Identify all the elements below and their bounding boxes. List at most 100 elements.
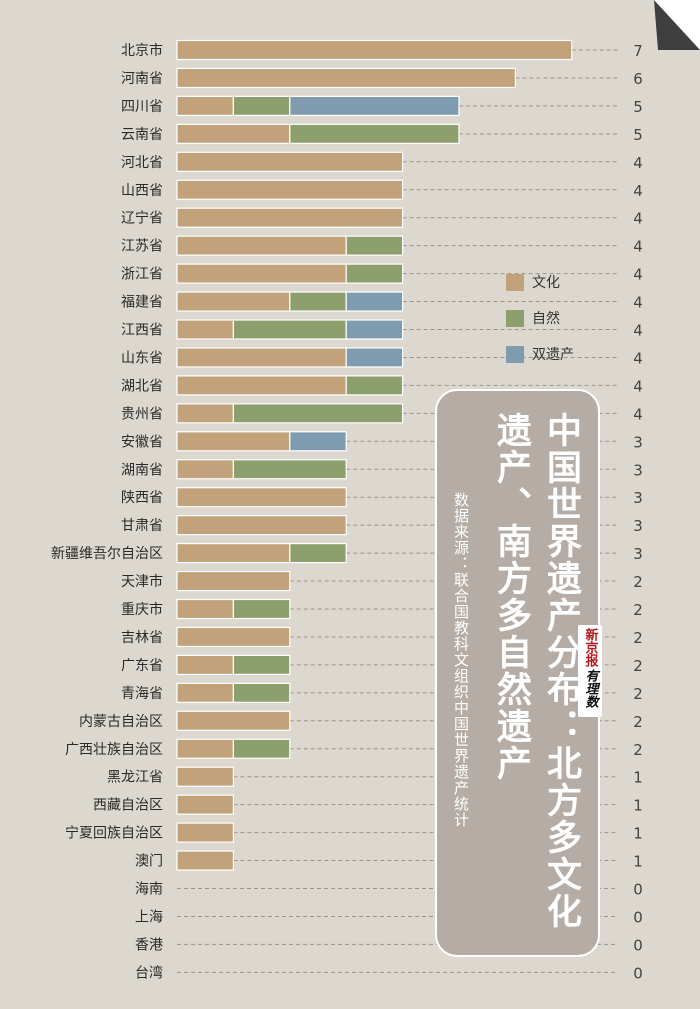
total-value-label: 3	[633, 517, 643, 535]
legend-item-mixed: 双遗产	[506, 336, 606, 372]
bar-segment	[176, 235, 347, 256]
bar-segment	[176, 95, 235, 117]
category-label: 内蒙古自治区	[79, 714, 163, 730]
bar-segment	[232, 95, 291, 117]
category-label: 安徽省	[121, 434, 163, 450]
total-value-label: 1	[633, 797, 643, 815]
category-label: 浙江省	[121, 267, 163, 283]
bar-segment	[232, 682, 291, 703]
bar-segment	[232, 598, 291, 620]
total-value-label: 1	[633, 769, 643, 787]
category-label: 天津市	[121, 573, 163, 590]
bar-segment	[176, 403, 235, 424]
bar-segment	[232, 459, 347, 480]
brand-column: 有理数	[582, 669, 598, 708]
total-value-label: 4	[633, 322, 643, 340]
bar-segment	[176, 738, 235, 759]
category-label: 江苏省	[121, 239, 163, 255]
category-label: 新疆维吾尔自治区	[51, 546, 163, 562]
category-label: 山东省	[121, 350, 163, 366]
category-label: 宁夏回族自治区	[65, 825, 163, 842]
category-label: 黑龙江省	[107, 770, 163, 786]
total-value-label: 2	[633, 657, 643, 675]
bar-segment	[232, 738, 291, 759]
legend-swatch-culture	[506, 273, 524, 291]
category-label: 山西省	[121, 183, 163, 199]
brand-logo: 新京报 有理数	[578, 625, 602, 717]
bar-segment	[176, 207, 404, 228]
total-value-label: 3	[633, 489, 643, 507]
bar-segment	[345, 319, 404, 340]
category-label: 河北省	[121, 155, 163, 171]
total-value-label: 3	[633, 433, 643, 451]
total-value-label: 1	[633, 825, 643, 843]
page-fold-corner	[654, 0, 700, 50]
category-label: 辽宁省	[121, 210, 163, 227]
total-value-label: 4	[633, 266, 643, 284]
category-label: 四川省	[121, 99, 163, 115]
legend-item-culture: 文化	[506, 264, 606, 300]
category-label: 江西省	[121, 323, 163, 339]
total-value-label: 1	[633, 853, 643, 871]
bar-segment	[176, 459, 235, 480]
bar-segment	[289, 431, 347, 452]
total-value-label: 5	[633, 126, 643, 144]
category-label: 福建省	[121, 295, 163, 311]
total-value-label: 4	[633, 238, 643, 256]
total-value-label: 2	[633, 685, 643, 703]
total-value-label: 0	[633, 964, 643, 982]
category-label: 香港	[135, 937, 163, 953]
total-value-label: 0	[633, 936, 643, 954]
bar-segment	[176, 542, 291, 564]
bar-segment	[345, 235, 404, 256]
legend-label-mixed: 双遗产	[532, 347, 574, 363]
category-label: 河南省	[121, 71, 163, 87]
legend-item-nature: 自然	[506, 300, 606, 336]
bar-segment	[345, 347, 404, 368]
legend-swatch-nature	[506, 309, 524, 327]
category-label: 吉林省	[121, 630, 163, 646]
total-value-label: 5	[633, 98, 643, 116]
bar-segment	[176, 263, 347, 284]
total-value-label: 4	[633, 349, 643, 367]
bar-segment	[176, 347, 347, 368]
bar-segment	[176, 319, 235, 340]
total-value-label: 4	[633, 377, 643, 395]
bar-segment	[176, 39, 573, 61]
category-label: 湖南省	[121, 462, 163, 478]
category-label: 海南	[135, 882, 163, 898]
bar-segment	[176, 67, 516, 89]
total-value-label: 4	[633, 210, 643, 228]
legend-swatch-mixed	[506, 345, 524, 363]
category-label: 广东省	[121, 658, 163, 674]
bar-segment	[176, 822, 235, 843]
total-value-label: 0	[633, 881, 643, 899]
category-label: 重庆市	[121, 601, 163, 618]
category-label: 上海	[135, 909, 163, 925]
bar-segment	[232, 319, 347, 340]
bar-segment	[176, 794, 235, 815]
bar-segment	[176, 598, 235, 620]
bar-segment	[176, 487, 347, 508]
category-label: 云南省	[121, 127, 163, 143]
bar-segment	[232, 654, 291, 676]
category-label: 青海省	[121, 686, 163, 702]
bar-segment	[176, 710, 291, 731]
bar-segment	[345, 291, 404, 312]
bar-segment	[289, 95, 460, 117]
total-value-label: 2	[633, 713, 643, 731]
total-value-label: 2	[633, 629, 643, 647]
chart-title: 中国世界遗产分布：北方多文化遗产、南方多自然遗产	[491, 412, 581, 930]
category-label: 澳门	[135, 854, 163, 870]
bar-segment	[176, 151, 404, 172]
bar-segment	[176, 850, 235, 871]
bar-segment	[289, 123, 460, 144]
bar-segment	[176, 291, 291, 312]
bar-segment	[289, 291, 347, 312]
total-value-label: 3	[633, 461, 643, 479]
bar-segment	[176, 654, 235, 676]
bar-segment	[176, 766, 235, 787]
data-source-note: 数据来源：联合国教科文组织中国世界遗产统计	[452, 492, 470, 828]
bar-segment	[232, 403, 404, 424]
